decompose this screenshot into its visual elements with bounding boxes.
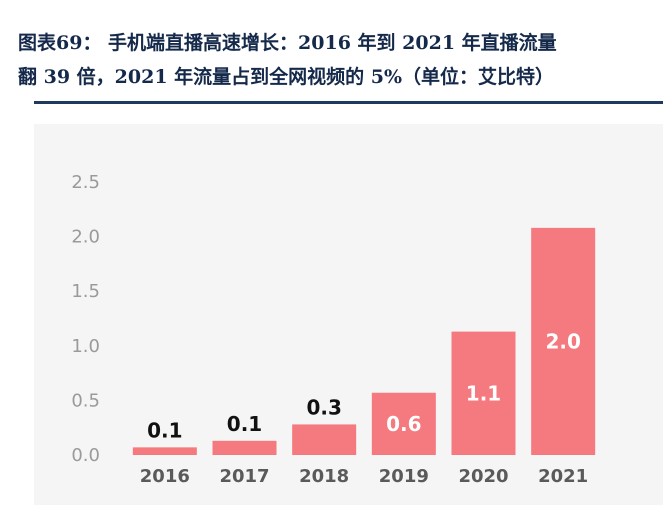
x-tick-label: 2019	[379, 466, 429, 487]
bar	[212, 440, 277, 455]
x-tick-label: 2020	[458, 466, 508, 487]
x-tick-label: 2016	[140, 466, 190, 487]
y-tick-label: 1.5	[71, 281, 100, 302]
x-tick-label: 2021	[538, 466, 588, 487]
title-line-2: 翻 39 倍，2021 年流量占到全网视频的 5%（单位：艾比特）	[18, 66, 555, 88]
y-tick-label: 0.5	[71, 390, 100, 411]
title-line-1: 图表69： 手机端直播高速增长：2016 年到 2021 年直播流量	[18, 32, 557, 54]
data-label: 0.3	[306, 395, 341, 419]
x-tick-label: 2018	[299, 466, 349, 487]
data-label: 0.6	[386, 412, 421, 436]
title-divider	[34, 101, 663, 104]
x-tick-label: 2017	[219, 466, 269, 487]
y-tick-label: 0.0	[71, 445, 100, 466]
bar	[132, 447, 197, 455]
y-tick-label: 2.5	[71, 172, 100, 193]
data-label: 2.0	[545, 329, 580, 353]
bar	[292, 424, 357, 455]
data-label: 0.1	[227, 412, 262, 436]
data-label: 1.1	[466, 381, 501, 405]
data-label: 0.1	[147, 418, 182, 442]
bar	[371, 392, 436, 455]
chart-title: 图表69： 手机端直播高速增长：2016 年到 2021 年直播流量 翻 39 …	[18, 26, 663, 94]
bar	[451, 331, 516, 455]
y-tick-label: 1.0	[71, 336, 100, 357]
y-tick-label: 2.0	[71, 227, 100, 248]
bar	[531, 227, 596, 455]
